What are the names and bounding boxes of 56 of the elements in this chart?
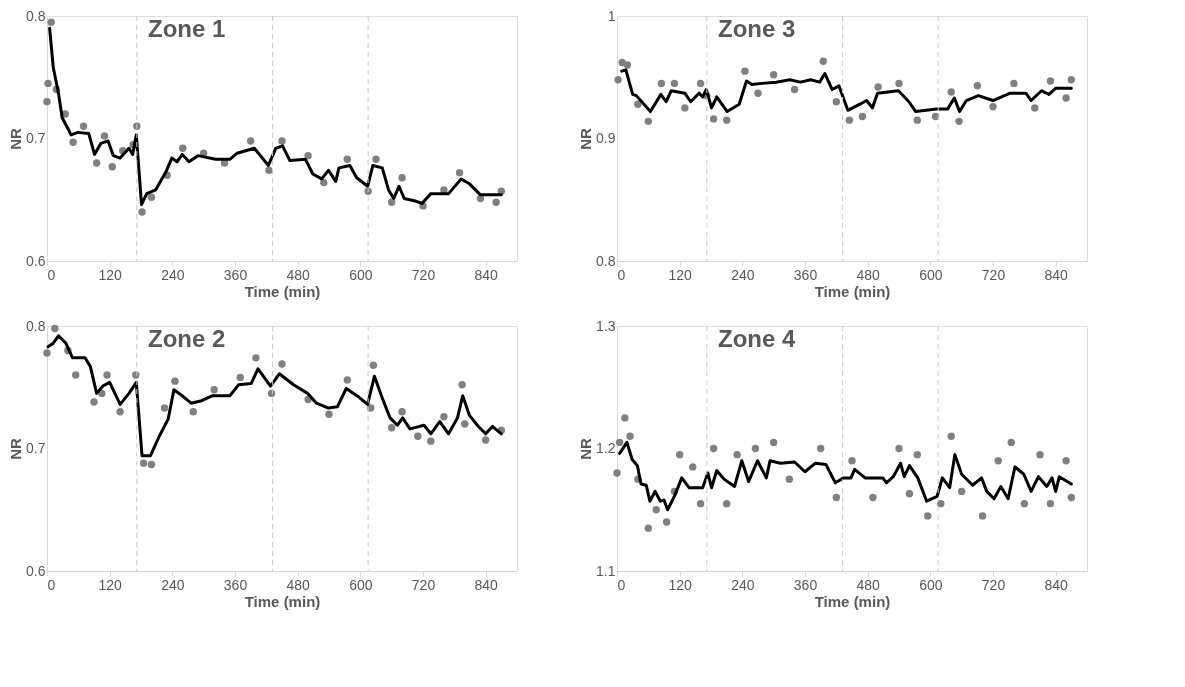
x-tick-label: 600 [919,266,943,283]
x-tick-label: 840 [474,266,499,283]
y-tick-label: 0.6 [26,562,46,579]
x-tick-label: 720 [981,576,1006,593]
y-axis-title: NR [577,438,595,460]
x-tick-label: 840 [474,576,499,593]
x-tick-label: 360 [223,266,248,283]
x-tick-label: 480 [856,266,881,283]
x-tick-label: 120 [668,266,693,283]
x-tick-label: 0 [47,266,56,283]
x-tick-label: 600 [349,266,373,283]
x-axis-title: Time (min) [244,282,321,300]
x-tick-label: 480 [286,266,311,283]
y-axis-title: NR [7,438,25,460]
x-tick-label: 720 [981,266,1006,283]
x-tick-label: 360 [793,266,818,283]
x-axis-title: Time (min) [814,282,891,300]
x-axis-title: Time (min) [814,592,891,610]
y-tick-label: 0.9 [596,130,616,146]
y-tick-label: 0.8 [26,7,46,24]
chart-title: Zone 4 [718,325,797,352]
x-tick-label: 240 [161,576,185,593]
x-tick-label: 480 [856,576,881,593]
y-tick-label: 0.7 [26,440,46,456]
x-tick-label: 360 [793,576,818,593]
x-tick-label: 120 [98,576,123,593]
y-tick-label: 0.7 [26,130,46,146]
x-tick-label: 240 [161,266,185,283]
y-tick-label: 0.8 [26,317,46,334]
x-tick-label: 0 [617,576,626,593]
y-axis-title: NR [7,128,25,150]
x-tick-label: 600 [919,576,943,593]
chart-title: Zone 3 [718,15,796,42]
y-tick-label: 1.2 [596,440,616,456]
x-tick-label: 720 [411,266,436,283]
x-tick-label: 0 [617,266,626,283]
x-tick-label: 0 [47,576,56,593]
x-tick-label: 480 [286,576,311,593]
y-tick-label: 0.6 [26,252,46,269]
x-tick-label: 120 [98,266,123,283]
chart-title: Zone 1 [148,15,226,42]
y-axis-title: NR [577,128,595,150]
y-tick-label: 1.3 [596,317,616,334]
x-tick-label: 360 [223,576,248,593]
x-tick-label: 240 [731,266,755,283]
y-tick-label: 1.1 [596,562,616,579]
x-axis-title: Time (min) [244,592,321,610]
x-tick-label: 120 [668,576,693,593]
x-tick-label: 240 [731,576,755,593]
chart-title: Zone 2 [148,325,226,352]
y-tick-label: 1 [607,7,616,24]
x-tick-label: 600 [349,576,373,593]
x-tick-label: 840 [1044,266,1069,283]
x-tick-label: 840 [1044,576,1069,593]
y-tick-label: 0.8 [596,252,616,269]
x-tick-label: 720 [411,576,436,593]
